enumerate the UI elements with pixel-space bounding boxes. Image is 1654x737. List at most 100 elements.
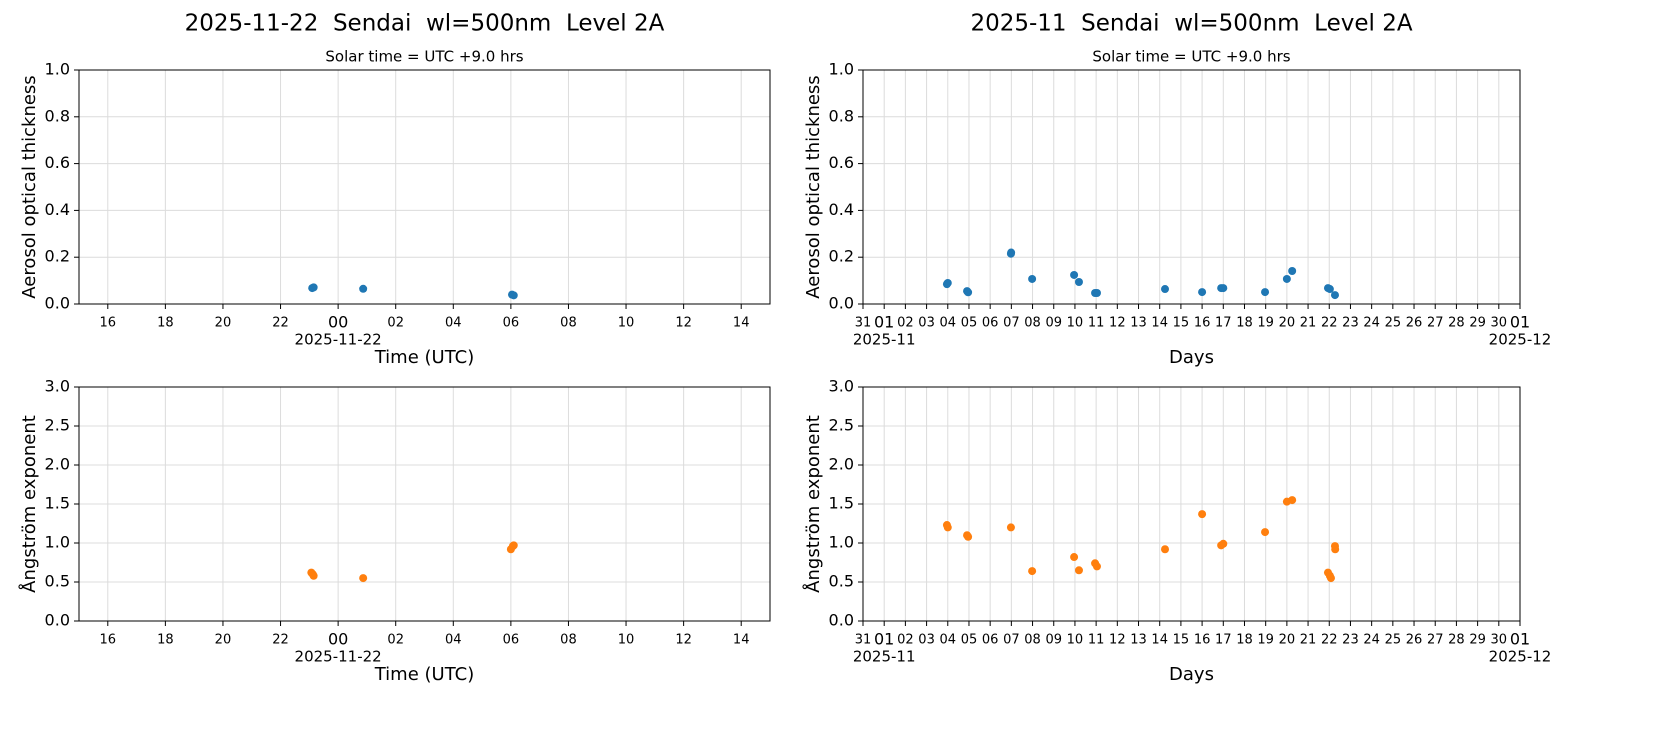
x-tick-label: 15 bbox=[1173, 633, 1190, 648]
x-tick-label: 10 bbox=[618, 316, 635, 331]
x-tick-label: 28 bbox=[1448, 316, 1465, 331]
chart-subtitle: Solar time = UTC +9.0 hrs bbox=[325, 48, 523, 66]
y-tick-label: 2.0 bbox=[829, 455, 854, 474]
x-tick-label: 06 bbox=[982, 316, 999, 331]
axes-frame bbox=[78, 386, 771, 622]
y-tick-label: 2.5 bbox=[829, 416, 854, 435]
x-tick-label: 08 bbox=[560, 316, 577, 331]
x-tick-label: 04 bbox=[940, 316, 957, 331]
axes-frame bbox=[862, 386, 1521, 622]
x-tick-label: 28 bbox=[1448, 633, 1465, 648]
x-tick-label: 02 bbox=[897, 316, 914, 331]
data-point bbox=[1330, 291, 1339, 300]
x-tick-label: 14 bbox=[1151, 316, 1168, 331]
x-tick-label: 22 bbox=[1321, 633, 1338, 648]
x-tick-label: 16 bbox=[1194, 633, 1211, 648]
axes-frame bbox=[78, 69, 771, 305]
data-point bbox=[1092, 562, 1101, 571]
y-tick-label: 0.0 bbox=[45, 611, 70, 630]
data-point bbox=[964, 532, 973, 541]
y-tick-label: 1.0 bbox=[45, 60, 70, 79]
y-tick-label: 0.6 bbox=[829, 153, 854, 172]
x-tick-label: 20 bbox=[215, 316, 232, 331]
y-axis-label: Aerosol optical thickness bbox=[19, 75, 40, 298]
x-tick-label: 06 bbox=[503, 316, 520, 331]
x-tick-label: 13 bbox=[1130, 633, 1147, 648]
y-tick-label: 0.4 bbox=[45, 200, 70, 219]
x-tick-label: 01 bbox=[874, 313, 894, 332]
data-point bbox=[1070, 553, 1079, 562]
x-tick-label: 21 bbox=[1300, 633, 1317, 648]
data-point bbox=[1006, 523, 1015, 532]
x-tick-label: 31 bbox=[855, 633, 872, 648]
data-point bbox=[1261, 288, 1270, 297]
data-point bbox=[1288, 496, 1297, 505]
data-point bbox=[1198, 510, 1207, 519]
x-tick-label: 10 bbox=[1067, 633, 1084, 648]
x-tick-sublabel: 2025-11 bbox=[853, 648, 916, 666]
x-tick-sublabel: 2025-11 bbox=[853, 331, 916, 349]
x-tick-label: 30 bbox=[1491, 633, 1508, 648]
y-tick-label: 2.5 bbox=[45, 416, 70, 435]
x-tick-label: 13 bbox=[1130, 316, 1147, 331]
x-tick-label: 22 bbox=[1321, 316, 1338, 331]
x-tick-label: 11 bbox=[1088, 633, 1105, 648]
data-point bbox=[1092, 289, 1101, 298]
y-tick-label: 0.6 bbox=[45, 153, 70, 172]
y-tick-label: 0.4 bbox=[829, 200, 854, 219]
x-tick-label: 18 bbox=[157, 633, 174, 648]
chart-title: 2025-11 Sendai wl=500nm Level 2A bbox=[970, 11, 1412, 37]
y-tick-label: 1.0 bbox=[45, 533, 70, 552]
x-tick-label: 09 bbox=[1045, 316, 1062, 331]
x-tick-label: 17 bbox=[1215, 633, 1232, 648]
y-tick-label: 0.8 bbox=[829, 106, 854, 125]
x-tick-sublabel: 2025-12 bbox=[1489, 331, 1552, 349]
data-point bbox=[509, 291, 518, 300]
x-tick-label: 24 bbox=[1363, 633, 1380, 648]
x-tick-label: 12 bbox=[1109, 316, 1126, 331]
x-tick-label: 01 bbox=[874, 630, 894, 649]
x-tick-label: 17 bbox=[1215, 316, 1232, 331]
x-tick-label: 01 bbox=[1510, 313, 1530, 332]
y-tick-label: 3.0 bbox=[829, 377, 854, 396]
x-tick-label: 15 bbox=[1173, 316, 1190, 331]
x-tick-label: 12 bbox=[675, 633, 692, 648]
data-point bbox=[1288, 267, 1297, 276]
data-point bbox=[1007, 248, 1016, 257]
x-tick-sublabel: 2025-11-22 bbox=[295, 331, 382, 349]
data-point bbox=[1219, 284, 1228, 293]
x-tick-label: 10 bbox=[618, 633, 635, 648]
x-tick-label: 12 bbox=[675, 316, 692, 331]
x-tick-label: 02 bbox=[897, 633, 914, 648]
axes-frame bbox=[862, 69, 1521, 305]
x-tick-label: 16 bbox=[1194, 316, 1211, 331]
x-tick-label: 25 bbox=[1385, 633, 1402, 648]
x-tick-label: 07 bbox=[1003, 316, 1020, 331]
x-tick-label: 18 bbox=[1236, 633, 1253, 648]
y-axis-label: Aerosol optical thickness bbox=[803, 75, 824, 298]
data-point bbox=[1161, 545, 1170, 554]
x-tick-label: 22 bbox=[272, 316, 289, 331]
x-tick-label: 16 bbox=[100, 633, 117, 648]
x-axis-label: Time (UTC) bbox=[374, 664, 475, 685]
x-axis-label: Days bbox=[1169, 664, 1214, 685]
x-tick-label: 20 bbox=[215, 633, 232, 648]
data-point bbox=[1028, 274, 1037, 283]
x-tick-label: 03 bbox=[918, 316, 935, 331]
x-tick-label: 30 bbox=[1491, 316, 1508, 331]
x-tick-label: 14 bbox=[1151, 633, 1168, 648]
x-tick-label: 08 bbox=[1024, 316, 1041, 331]
x-tick-label: 11 bbox=[1088, 316, 1105, 331]
data-point bbox=[964, 288, 973, 297]
data-point bbox=[1198, 288, 1207, 297]
x-tick-label: 08 bbox=[1024, 633, 1041, 648]
y-tick-label: 0.0 bbox=[45, 294, 70, 313]
data-point bbox=[1325, 285, 1334, 294]
chart-subtitle: Solar time = UTC +9.0 hrs bbox=[1092, 48, 1290, 66]
y-tick-label: 0.5 bbox=[45, 572, 70, 591]
x-tick-label: 04 bbox=[940, 633, 957, 648]
x-tick-label: 18 bbox=[157, 316, 174, 331]
x-tick-label: 07 bbox=[1003, 633, 1020, 648]
y-tick-label: 0.2 bbox=[829, 247, 854, 266]
